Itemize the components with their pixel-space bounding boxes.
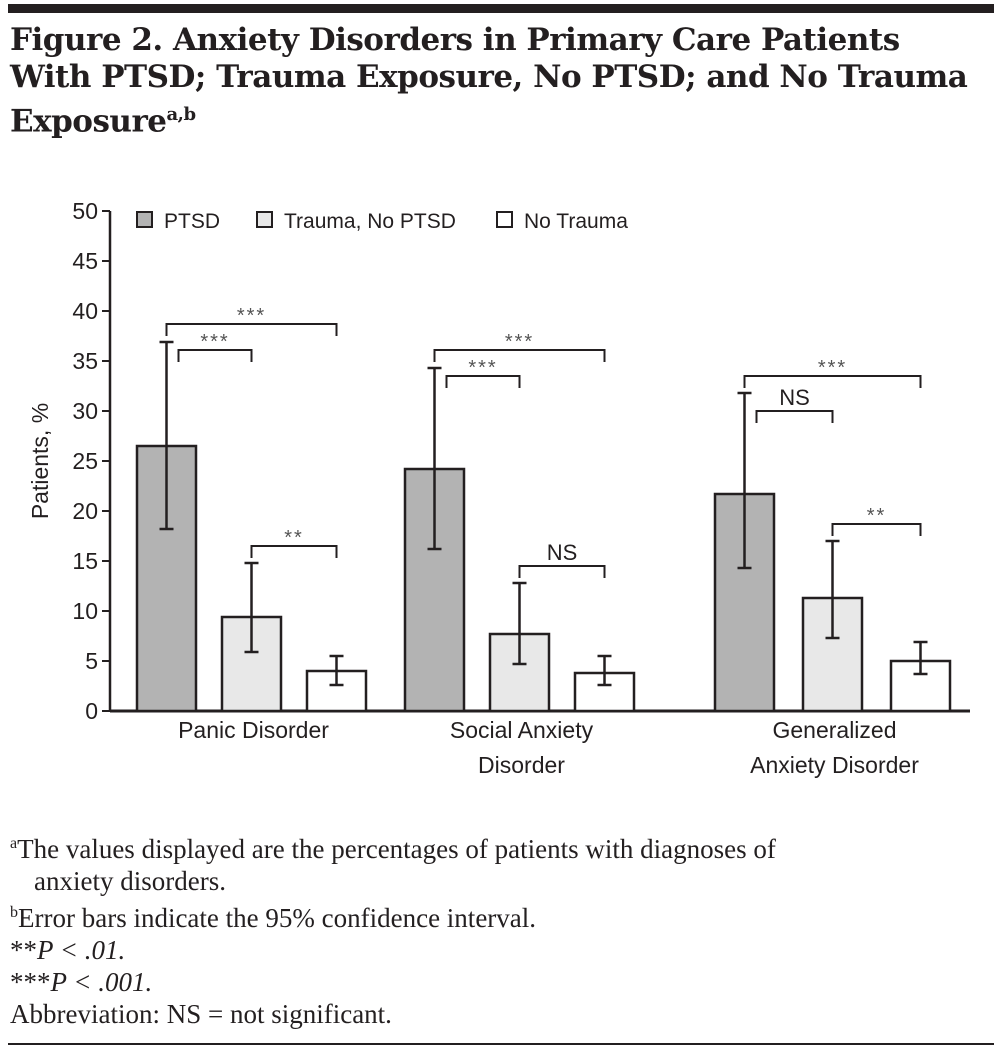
footnote-b: bError bars indicate the 95% confidence … (10, 903, 537, 933)
bar-chart: 0 5 10 15 20 25 30 35 40 45 50 Patients, % PTSD Traum… (27, 198, 970, 778)
significance-label: ** (867, 505, 887, 527)
y-tick-label: 35 (72, 348, 98, 374)
legend-swatch (136, 211, 153, 228)
footnote-p01: **P < .01. (10, 935, 126, 965)
x-tick-label: Disorder (478, 752, 565, 778)
y-tick-label: 25 (72, 448, 98, 474)
y-tick-label: 5 (85, 648, 98, 674)
legend-label: Trauma, No PTSD (284, 210, 456, 233)
significance-label: *** (200, 331, 229, 353)
significance-label: *** (237, 305, 266, 327)
bottom-rule (8, 1043, 994, 1045)
footnote-p001: ***P < .001. (10, 967, 153, 997)
y-tick-label: 0 (85, 698, 98, 724)
top-rule (8, 4, 994, 13)
x-tick-label: Generalized (772, 717, 896, 743)
significance-bracket (755, 410, 834, 423)
y-tick-label: 45 (72, 248, 98, 274)
y-tick-label: 30 (72, 398, 98, 424)
significance-label: ** (284, 527, 304, 549)
y-tick-label: 15 (72, 548, 98, 574)
x-tick-label: Anxiety Disorder (750, 752, 919, 778)
figure-title: Figure 2. Anxiety Disorders in Primary C… (10, 22, 968, 140)
significance-bracket (177, 349, 253, 362)
significance-bracket (433, 349, 606, 362)
significance-bracket (250, 545, 338, 558)
significance-bracket (831, 523, 922, 536)
footnote-a: aThe values displayed are the percentage… (10, 834, 776, 864)
significance-bracket (445, 375, 521, 388)
legend-swatch (256, 211, 273, 228)
significance-label: *** (505, 331, 534, 353)
significance-label: *** (818, 357, 847, 379)
footnote-a-cont: anxiety disorders. (34, 866, 226, 896)
legend-label: PTSD (164, 210, 220, 233)
footnotes: aThe values displayed are the percentage… (10, 828, 776, 1030)
significance-label: *** (468, 357, 497, 379)
significance-label: NS (779, 385, 810, 410)
x-tick-label: Panic Disorder (178, 717, 329, 743)
significance-bracket (518, 565, 606, 578)
y-tick-label: 50 (72, 198, 98, 224)
y-axis-label: Patients, % (27, 403, 53, 519)
y-tick-label: 40 (72, 298, 98, 324)
legend-swatch (496, 211, 513, 228)
significance-bracket (743, 375, 922, 388)
x-tick-label: Social Anxiety (450, 717, 594, 743)
y-tick-label: 10 (72, 598, 98, 624)
significance-bracket (165, 323, 338, 336)
significance-label: NS (547, 540, 578, 565)
footnote-abbrev: Abbreviation: NS = not significant. (10, 999, 392, 1029)
y-tick-label: 20 (72, 498, 98, 524)
legend-label: No Trauma (524, 210, 628, 233)
